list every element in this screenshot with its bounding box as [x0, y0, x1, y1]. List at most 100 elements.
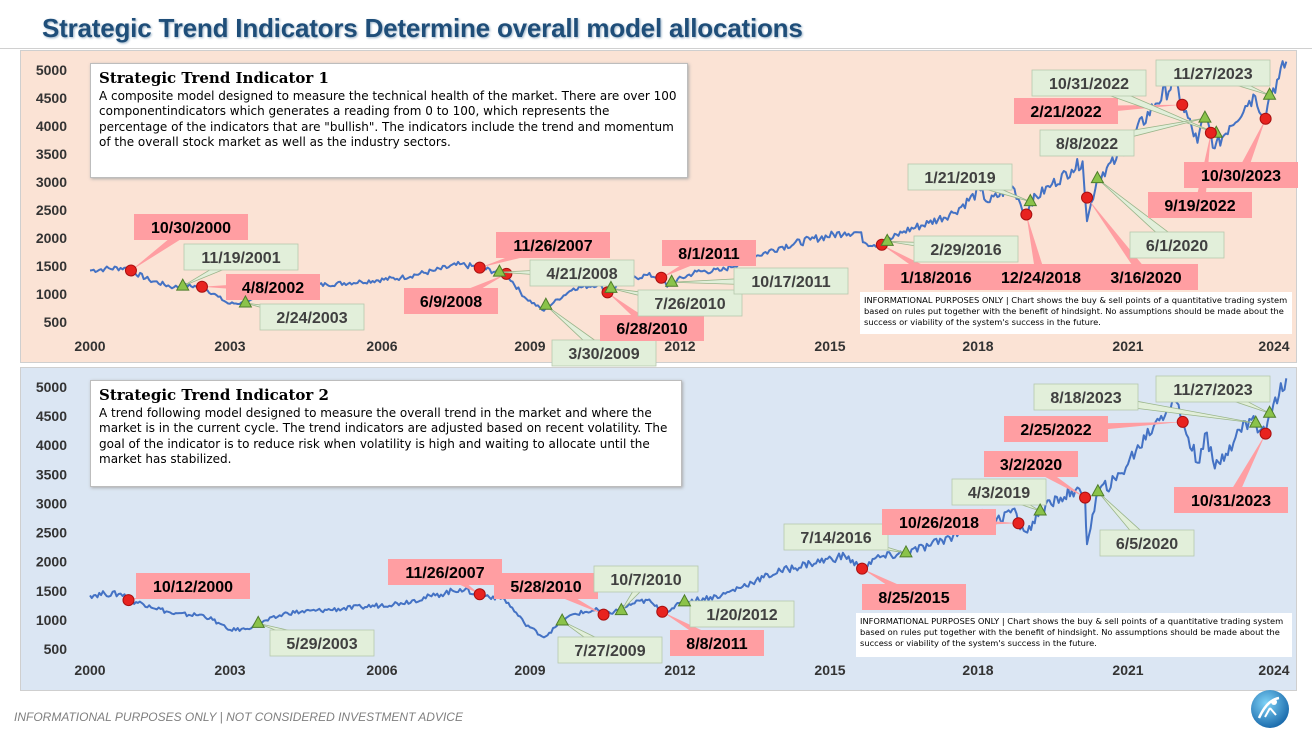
buy-marker	[555, 613, 569, 626]
callout-box	[183, 243, 299, 271]
y-tick-label: 3000	[36, 495, 67, 511]
buy-marker	[1091, 483, 1105, 497]
y-tick-label: 3500	[36, 466, 67, 482]
buy-marker	[538, 297, 553, 310]
y-tick-label: 4500	[36, 408, 67, 424]
callout-box	[882, 509, 996, 535]
buy-marker	[1033, 502, 1048, 516]
signal-date-label: 2/24/2003	[276, 310, 347, 327]
sell-marker	[1176, 415, 1189, 428]
x-tick-label: 2006	[366, 338, 397, 354]
sell-marker	[655, 271, 668, 284]
signal-date-label: 10/30/2023	[1201, 168, 1281, 185]
buy-signal-callout: 7/14/2016	[783, 523, 907, 554]
callout-box	[1033, 383, 1139, 411]
y-tick-label: 2000	[36, 230, 67, 246]
callout-box	[593, 565, 699, 593]
callout-box	[388, 559, 502, 585]
buy-signal-callout: 10/31/2022	[1031, 69, 1217, 134]
sell-marker	[473, 261, 486, 274]
signal-date-label: 6/28/2010	[616, 321, 687, 338]
signal-date-label: 10/31/2023	[1191, 493, 1271, 510]
callout-box	[637, 289, 743, 317]
sell-signal-callout: 10/30/2000	[130, 214, 248, 271]
sell-marker	[124, 264, 137, 277]
indicator-2-description-box: Strategic Trend Indicator 2 A trend foll…	[90, 380, 682, 487]
signal-date-label: 8/25/2015	[878, 590, 949, 607]
callout-box	[884, 264, 988, 290]
buy-marker	[1262, 87, 1277, 100]
x-tick-label: 2012	[664, 662, 695, 678]
callout-box	[226, 274, 320, 300]
callout-box	[134, 214, 248, 240]
buy-marker	[251, 615, 266, 628]
y-tick-label: 2000	[36, 554, 67, 570]
buy-marker	[604, 280, 618, 293]
indicator-1-title: Strategic Trend Indicator 1	[99, 69, 329, 87]
footer-disclaimer: INFORMATIONAL PURPOSES ONLY | NOT CONSID…	[14, 710, 463, 724]
buy-signal-callout: 8/8/2022	[1039, 117, 1206, 157]
x-tick-label: 2009	[514, 338, 545, 354]
buy-signal-callout: 8/18/2023	[1033, 383, 1256, 424]
signal-date-label: 6/1/2020	[1146, 238, 1208, 255]
buy-signal-callout: 4/21/2008	[499, 259, 635, 287]
buy-marker	[175, 278, 190, 291]
buy-signal-callout: 2/24/2003	[245, 302, 365, 331]
y-tick-label: 4000	[36, 437, 67, 453]
buy-signal-callout: 4/3/2019	[951, 478, 1047, 512]
chart-1: 5000 4500 4000 3500 3000 2500 2000 1500 1000 500 2…	[36, 59, 1298, 367]
buy-marker	[1262, 405, 1277, 418]
signal-date-label: 9/19/2022	[1164, 198, 1235, 215]
buy-marker	[664, 274, 679, 287]
signal-date-label: 1/21/2019	[924, 170, 995, 187]
signal-date-label: 10/7/2010	[610, 572, 681, 589]
callout-box	[557, 636, 663, 664]
sell-signal-callout: 8/25/2015	[862, 568, 966, 610]
signal-date-label: 8/8/2022	[1056, 136, 1118, 153]
sell-signal-callout: 8/1/2011	[661, 240, 756, 278]
sell-signal-callout: 2/21/2022	[1014, 98, 1183, 124]
callout-box	[1099, 529, 1195, 557]
x-tick-label: 2015	[814, 338, 845, 354]
x-tick-label: 2021	[1112, 662, 1143, 678]
callout-box	[1174, 487, 1288, 513]
buy-marker	[1248, 415, 1263, 428]
signal-date-label: 8/1/2011	[678, 246, 740, 263]
buy-marker	[1090, 170, 1105, 184]
signal-date-label: 10/31/2022	[1049, 76, 1129, 93]
signal-date-label: 5/28/2010	[510, 579, 581, 596]
callout-box	[1031, 69, 1147, 97]
sell-signal-callout: 11/26/2007	[479, 232, 610, 268]
callout-box	[1004, 416, 1108, 442]
y-tick-label: 3500	[36, 146, 67, 162]
y-tick-label: 500	[44, 641, 68, 657]
sell-signal-callout: 5/28/2010	[494, 573, 604, 615]
sell-signal-callout: 3/2/2020	[984, 451, 1086, 498]
x-tick-label: 2018	[962, 338, 993, 354]
sell-signal-callout: 6/28/2010	[600, 292, 704, 341]
callout-box	[404, 288, 498, 314]
y-tick-label: 5000	[36, 379, 67, 395]
signal-date-label: 1/18/2016	[900, 270, 971, 287]
x-tick-label: 2000	[74, 662, 105, 678]
callout-box	[984, 451, 1078, 477]
x-tick-label: 2003	[214, 662, 245, 678]
callout-box	[984, 264, 1098, 290]
callout-box	[1039, 129, 1135, 157]
x-tick-label: 2021	[1112, 338, 1143, 354]
y-tick-label: 1500	[36, 583, 67, 599]
buy-marker	[677, 593, 692, 607]
buy-signal-callout: 7/27/2009	[557, 620, 663, 664]
x-tick-label: 2024	[1258, 338, 1289, 354]
signal-date-label: 3/16/2020	[1110, 270, 1181, 287]
x-tick-label: 2003	[214, 338, 245, 354]
signal-date-label: 11/26/2007	[405, 565, 484, 582]
callout-box	[951, 478, 1047, 506]
sell-marker	[1204, 126, 1217, 139]
sell-signal-callout: 10/30/2023	[1184, 118, 1298, 188]
signal-date-label: 10/12/2000	[153, 579, 233, 596]
signal-date-label: 12/24/2018	[1001, 270, 1081, 287]
buy-marker	[614, 602, 629, 616]
callout-box	[1014, 98, 1118, 124]
